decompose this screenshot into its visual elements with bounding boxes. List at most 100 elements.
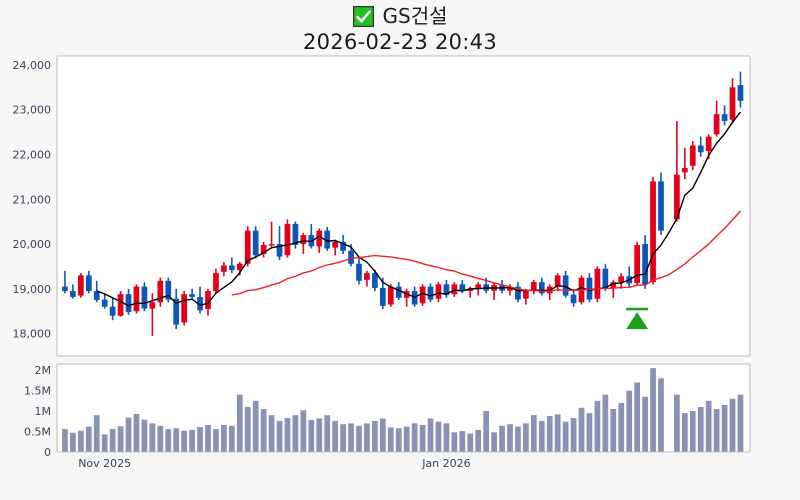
- volume-bar: [292, 415, 299, 452]
- candlestick: [594, 266, 601, 303]
- volume-bar: [364, 423, 370, 452]
- volume-bar: [109, 429, 116, 452]
- candlestick: [515, 282, 521, 303]
- volume-bar: [681, 413, 688, 452]
- candlestick: [228, 257, 235, 274]
- price-tick-label: 19,000: [13, 283, 52, 296]
- volume-bar: [141, 419, 148, 452]
- volume-bar: [713, 409, 720, 452]
- volume-bar: [491, 432, 497, 452]
- volume-bar: [268, 415, 275, 452]
- volume-bar: [419, 424, 426, 452]
- volume-tick-label: 2M: [35, 364, 52, 377]
- candlestick: [252, 226, 259, 259]
- candlestick: [721, 105, 728, 126]
- candlestick: [364, 270, 370, 287]
- volume-tick-label: 1.5M: [24, 385, 51, 398]
- candlestick: [62, 270, 68, 294]
- candlestick: [70, 284, 76, 299]
- volume-bar: [125, 417, 132, 452]
- volume-bar: [348, 423, 354, 452]
- x-tick-label: Jan 2026: [421, 457, 470, 470]
- volume-bar: [236, 394, 243, 452]
- volume-bar: [324, 415, 331, 452]
- candlestick: [324, 227, 331, 251]
- volume-bar: [705, 400, 712, 452]
- candlestick: [570, 288, 577, 307]
- volume-bar: [157, 425, 164, 452]
- candlestick: [523, 288, 529, 305]
- volume-bar: [515, 426, 521, 452]
- volume-bar: [77, 430, 84, 452]
- volume-bar: [594, 400, 601, 452]
- candlestick: [316, 228, 323, 254]
- volume-bar: [213, 429, 219, 452]
- volume-bar: [133, 413, 140, 452]
- candlestick: [419, 284, 426, 306]
- volume-bar: [586, 413, 593, 452]
- volume-bar: [467, 433, 474, 452]
- candlestick-series: [62, 71, 744, 336]
- candlestick: [697, 136, 704, 157]
- candlestick: [530, 279, 537, 295]
- volume-bar: [221, 424, 227, 452]
- volume-bar: [387, 427, 394, 452]
- candlestick: [117, 291, 124, 317]
- candlestick: [77, 273, 84, 298]
- volume-tick-label: 0: [44, 446, 51, 459]
- volume-bar: [435, 421, 442, 452]
- moving-average-long-line: [231, 210, 742, 296]
- candlestick: [213, 268, 219, 295]
- candlestick: [340, 235, 346, 254]
- green-check-icon: [352, 5, 374, 27]
- volume-bar: [117, 426, 124, 452]
- volume-bar: [610, 409, 617, 452]
- volume-y-axis-ticks: 0 0.5M 1M 1.5M 2M: [24, 364, 51, 459]
- candlestick: [435, 282, 442, 303]
- candlestick: [292, 221, 299, 249]
- volume-bar: [316, 418, 323, 452]
- volume-bar: [62, 429, 68, 452]
- volume-bar: [260, 409, 267, 452]
- volume-bar: [721, 404, 728, 452]
- volume-bar: [101, 434, 108, 452]
- volume-bar: [697, 406, 704, 452]
- volume-bar: [300, 410, 307, 452]
- volume-bar: [93, 415, 100, 452]
- candlestick: [729, 78, 736, 124]
- page-title: GS건설: [382, 4, 448, 28]
- candlestick: [109, 297, 116, 321]
- candlestick: [125, 288, 132, 315]
- price-panel: 18,000 19,000 20,000 21,000 22,000 23,000 24,0…: [13, 55, 751, 357]
- price-tick-label: 20,000: [13, 238, 52, 251]
- title-row: GS건설: [0, 2, 800, 30]
- price-tick-label: 24,000: [13, 59, 52, 72]
- volume-bar: [618, 402, 625, 452]
- volume-bar: [228, 425, 235, 452]
- volume-tick-label: 1M: [35, 405, 52, 418]
- volume-bar: [530, 415, 537, 452]
- timestamp-label: 2026-02-23 20:43: [302, 30, 498, 54]
- buy-signal-triangle-shape: [626, 312, 649, 330]
- candlestick: [141, 282, 148, 312]
- candlestick: [387, 284, 394, 307]
- price-tick-label: 18,000: [13, 328, 52, 341]
- candlestick: [181, 291, 188, 326]
- volume-bar: [546, 415, 553, 452]
- volume-bar: [562, 421, 569, 452]
- volume-bar: [729, 398, 736, 452]
- volume-bar: [395, 428, 402, 452]
- volume-bar: [602, 394, 609, 452]
- candlestick: [674, 120, 680, 222]
- volume-bar: [403, 426, 410, 452]
- candlestick: [157, 277, 164, 307]
- volume-bar: [483, 411, 490, 452]
- candlestick: [554, 273, 561, 292]
- volume-bar: [356, 425, 362, 452]
- candlestick: [284, 219, 291, 258]
- volume-bar: [451, 432, 458, 452]
- candlestick: [165, 277, 172, 303]
- candlestick: [586, 273, 593, 303]
- volume-bar: [205, 424, 211, 452]
